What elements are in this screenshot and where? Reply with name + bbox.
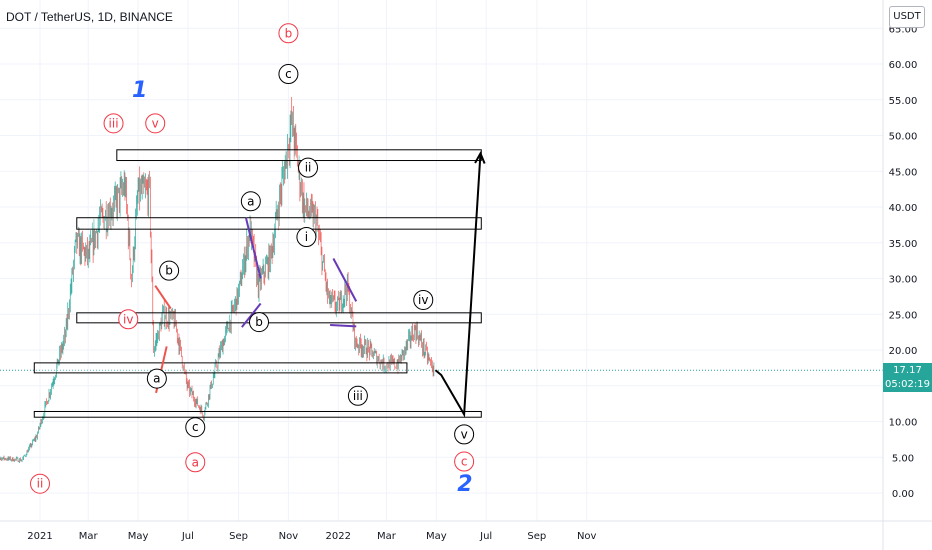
time-axis[interactable]: 2021 Mar May Jul Sep Nov 2022 Mar May Jul Sep Nov — [27, 531, 596, 542]
wave-label-circle — [30, 473, 50, 494]
level-box — [76, 217, 482, 230]
wave-label-circle — [296, 227, 317, 248]
time-tick-label: Jul — [181, 531, 194, 542]
time-tick-label: Sep — [527, 531, 546, 542]
price-tick-label: 55.00 — [889, 96, 918, 107]
wave-label-circle — [454, 451, 475, 472]
price-tick-label: 10.00 — [889, 418, 918, 429]
wave-label-major: 2 — [457, 472, 472, 497]
wave-label: v — [461, 427, 468, 441]
grid — [0, 0, 883, 521]
wave-label-major: 1 — [132, 78, 147, 103]
price-tick-label: 5.00 — [892, 453, 914, 464]
price-axis[interactable]: 0.005.0010.0015.0020.0025.0030.0035.0040… — [889, 24, 918, 500]
wave-label-circle — [298, 157, 319, 178]
wave-label: b — [285, 26, 293, 40]
currency-button[interactable]: USDT — [889, 6, 925, 28]
price-tick-label: 30.00 — [889, 275, 918, 286]
level-box — [116, 149, 482, 162]
time-tick-label: 2021 — [27, 531, 52, 542]
time-tick-label: Mar — [79, 531, 99, 542]
level-box — [76, 312, 482, 324]
price-tick-label: 0.00 — [892, 489, 914, 500]
wave-label: c — [461, 455, 468, 469]
price-tick-label: 25.00 — [889, 310, 918, 321]
triangle-lines — [154, 217, 358, 394]
time-tick-label: Jul — [479, 531, 492, 542]
triangle-lower-line — [241, 302, 262, 328]
time-tick-label: Nov — [577, 531, 597, 542]
symbol-title[interactable]: DOT / TetherUS, 1D, BINANCE — [6, 10, 173, 24]
triangle-lower-line — [330, 323, 357, 328]
wave-label-circle — [103, 113, 124, 134]
wave-label-circle — [413, 289, 434, 310]
bar-countdown: 05:02:19 — [883, 378, 932, 392]
wave-label: iv — [123, 312, 133, 326]
wave-label-circle — [454, 424, 475, 445]
triangle-upper-line — [332, 258, 358, 302]
wave-label: b — [255, 315, 263, 329]
projection-path — [434, 153, 482, 418]
wave-label: ii — [37, 477, 44, 491]
time-tick-label: Mar — [377, 531, 397, 542]
candles — [0, 97, 435, 464]
triangle-upper-line — [244, 217, 262, 279]
price-tick-label: 50.00 — [889, 132, 918, 143]
wave-label: iv — [418, 293, 428, 307]
wave-label: ii — [305, 161, 312, 175]
wave-label: a — [192, 455, 199, 469]
wave-label: c — [192, 420, 199, 434]
wave-label: b — [165, 264, 173, 278]
price-tick-label: 65.00 — [889, 24, 918, 35]
time-tick-label: 2022 — [326, 531, 351, 542]
wave-label-circle — [185, 417, 206, 438]
wave-label-circle — [278, 64, 299, 85]
wave-label: iii — [353, 389, 363, 403]
price-tick-label: 60.00 — [889, 60, 918, 71]
level-box — [33, 362, 408, 374]
wave-label-circle — [278, 23, 299, 44]
time-tick-label: May — [426, 531, 447, 542]
time-tick-label: Sep — [229, 531, 248, 542]
wave-label-circle — [145, 113, 166, 134]
price-tick-label: 35.00 — [889, 239, 918, 250]
wave-label-circle — [159, 260, 180, 281]
time-tick-label: Nov — [279, 531, 299, 542]
wave-label: a — [153, 372, 160, 386]
triangle-upper-line — [154, 285, 172, 310]
level-box — [33, 410, 482, 418]
last-price-tag: 17.17 — [883, 363, 932, 378]
wave-label: iii — [109, 116, 119, 130]
wave-label: v — [152, 116, 159, 130]
wave-label-circle — [146, 368, 167, 389]
arrow-head-icon — [474, 151, 486, 164]
wave-label-circle — [185, 452, 206, 473]
price-tick-label: 45.00 — [889, 167, 918, 178]
price-tick-label: 20.00 — [889, 346, 918, 357]
wave-label-circle — [249, 312, 270, 333]
horizontal-levels — [33, 149, 482, 418]
wave-label-circle — [240, 191, 261, 212]
wave-label-circle — [347, 385, 368, 406]
wave-label-circle — [118, 309, 139, 330]
time-tick-label: May — [128, 531, 149, 542]
price-tick-label: 40.00 — [889, 203, 918, 214]
wave-label: a — [247, 194, 254, 208]
wave-label: i — [305, 230, 308, 244]
wave-label: c — [285, 67, 292, 81]
